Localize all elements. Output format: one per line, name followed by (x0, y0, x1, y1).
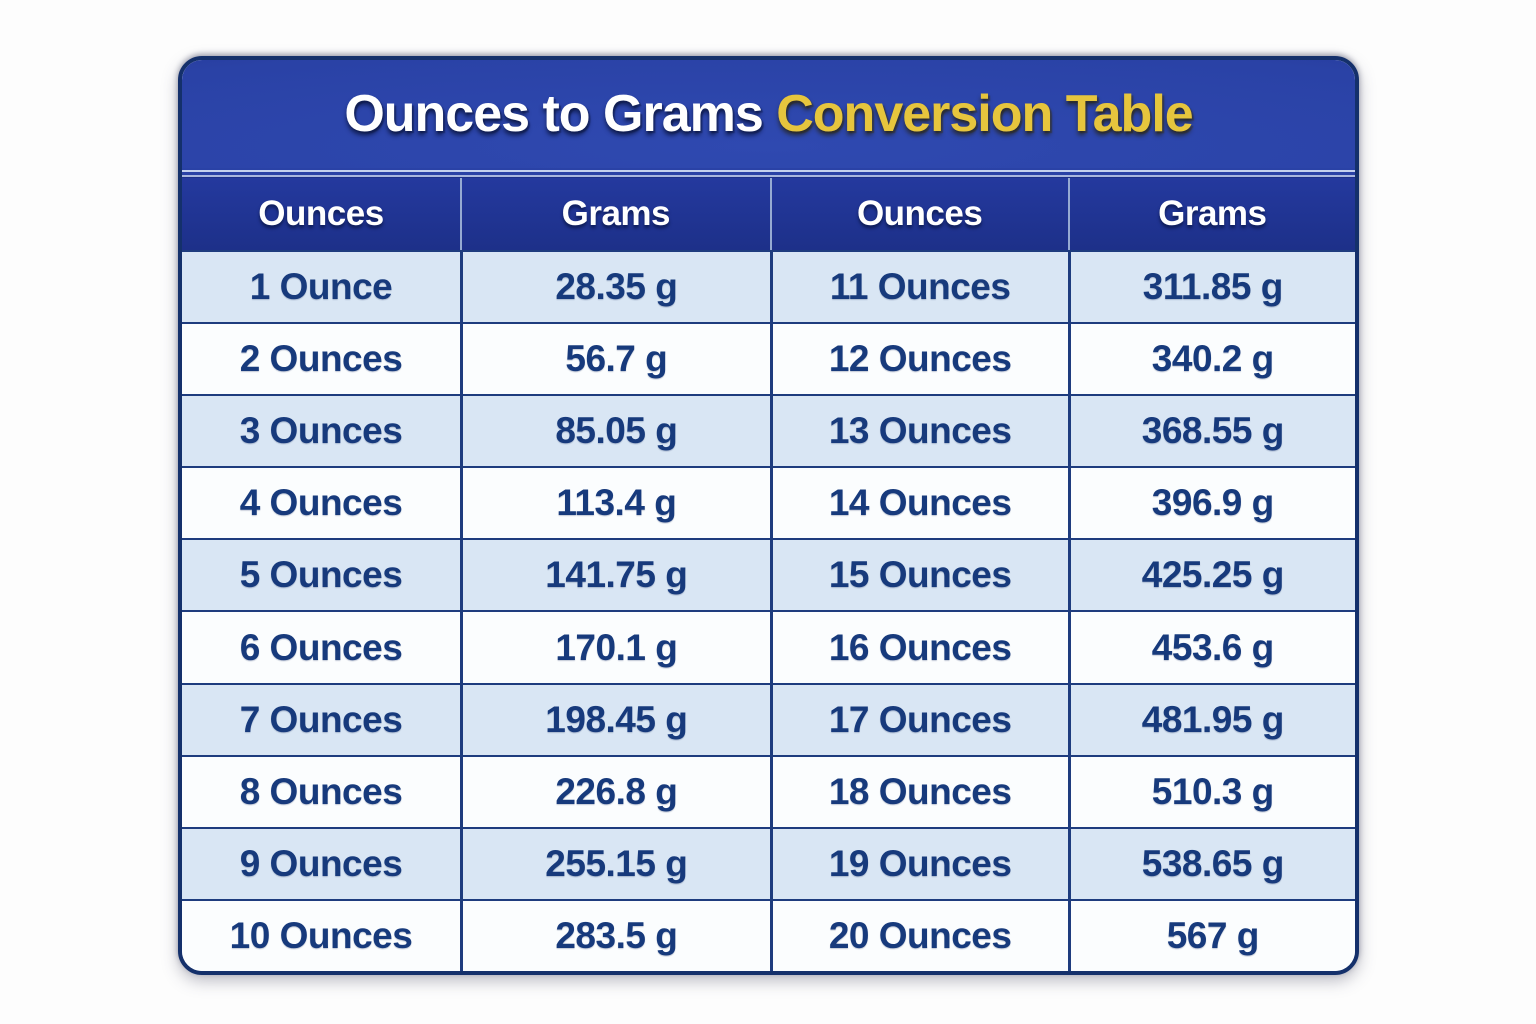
header-cell-ounces-left: Ounces (258, 194, 384, 233)
ounces-cell: 17 Ounces (769, 684, 1068, 755)
ounces-cell: 3 Ounces (239, 410, 403, 452)
ounces-cell: 6 Ounces (239, 626, 403, 668)
grams-cell: 226.8 g (460, 756, 770, 827)
page-title-accent: Conversion Table (776, 85, 1193, 143)
ounces-cell: 13 Ounces (769, 396, 1068, 467)
grams-cell: 567 g (1067, 900, 1355, 971)
ounces-cell: 10 Ounces (229, 914, 413, 956)
title-separator (182, 168, 1355, 178)
grams-cell: 538.65 g (1067, 828, 1355, 899)
ounces-cell: 7 Ounces (239, 698, 403, 740)
table-row: 10 Ounces 283.5 g 20 Ounces 567 g (182, 898, 1355, 971)
table-row: 9 Ounces 255.15 g 19 Ounces 538.65 g (182, 826, 1355, 899)
table-row: 7 Ounces 198.45 g 17 Ounces 481.95 g (182, 682, 1355, 755)
table-header-row: Ounces Grams Ounces Grams (182, 178, 1355, 250)
grams-cell: 113.4 g (460, 468, 770, 539)
table-row: 6 Ounces 170.1 g 16 Ounces 453.6 g (182, 610, 1355, 683)
ounces-cell: 5 Ounces (239, 554, 403, 596)
grams-cell: 170.1 g (460, 612, 770, 683)
ounces-cell: 4 Ounces (239, 482, 403, 524)
table-row: 3 Ounces 85.05 g 13 Ounces 368.55 g (182, 394, 1355, 467)
ounces-cell: 15 Ounces (769, 540, 1068, 611)
ounces-cell: 18 Ounces (769, 756, 1068, 827)
header-cell-grams-left: Grams (460, 178, 770, 250)
ounces-cell: 8 Ounces (239, 770, 403, 812)
grams-cell: 198.45 g (460, 684, 770, 755)
grams-cell: 368.55 g (1067, 396, 1355, 467)
table-row: 1 Ounce 28.35 g 11 Ounces 311.85 g (182, 250, 1355, 323)
table-row: 5 Ounces 141.75 g 15 Ounces 425.25 g (182, 538, 1355, 611)
grams-cell: 510.3 g (1067, 756, 1355, 827)
conversion-table-card: Ounces to Grams Conversion Table Ounces … (178, 56, 1359, 975)
ounces-cell: 14 Ounces (769, 468, 1068, 539)
ounces-cell: 20 Ounces (769, 900, 1068, 971)
ounces-cell: 16 Ounces (769, 612, 1068, 683)
grams-cell: 28.35 g (460, 252, 770, 323)
grams-cell: 396.9 g (1067, 468, 1355, 539)
grams-cell: 85.05 g (460, 396, 770, 467)
ounces-cell: 12 Ounces (769, 324, 1068, 395)
grams-cell: 141.75 g (460, 540, 770, 611)
header-cell-grams-right: Grams (1067, 178, 1355, 250)
grams-cell: 311.85 g (1067, 252, 1355, 323)
table-row: 4 Ounces 113.4 g 14 Ounces 396.9 g (182, 466, 1355, 539)
ounces-cell: 1 Ounce (249, 266, 393, 308)
table-row: 8 Ounces 226.8 g 18 Ounces 510.3 g (182, 754, 1355, 827)
grams-cell: 283.5 g (460, 900, 770, 971)
header-cell-ounces-right: Ounces (769, 178, 1068, 250)
grams-cell: 453.6 g (1067, 612, 1355, 683)
grams-cell: 56.7 g (460, 324, 770, 395)
ounces-cell: 2 Ounces (239, 338, 403, 380)
grams-cell: 481.95 g (1067, 684, 1355, 755)
ounces-cell: 11 Ounces (769, 252, 1068, 323)
grams-cell: 340.2 g (1067, 324, 1355, 395)
grams-cell: 425.25 g (1067, 540, 1355, 611)
grams-cell: 255.15 g (460, 828, 770, 899)
title-bar: Ounces to Grams Conversion Table (182, 60, 1355, 168)
ounces-cell: 19 Ounces (769, 828, 1068, 899)
table-row: 2 Ounces 56.7 g 12 Ounces 340.2 g (182, 322, 1355, 395)
ounces-cell: 9 Ounces (239, 842, 403, 884)
table-body: 1 Ounce 28.35 g 11 Ounces 311.85 g 2 Ounces 5… (182, 250, 1355, 971)
page-title-main: Ounces to Grams (344, 85, 777, 143)
